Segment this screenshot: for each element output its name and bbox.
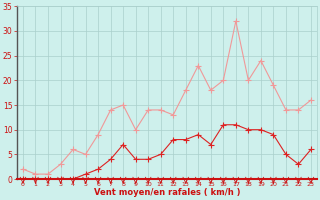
X-axis label: Vent moyen/en rafales ( km/h ): Vent moyen/en rafales ( km/h ) xyxy=(94,188,240,197)
